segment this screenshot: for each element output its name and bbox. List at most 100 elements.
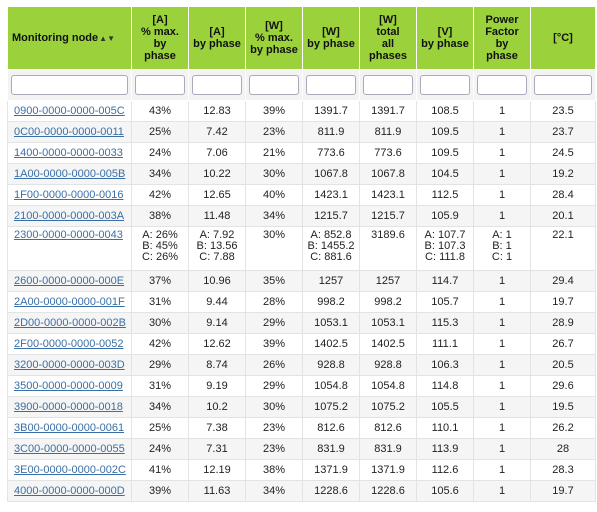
table-row: 2A00-0000-0000-001F 31% 9.44 28% 998.2 998.2 1… bbox=[7, 291, 596, 313]
cell-pf: A: 1 B: 1 C: 1 bbox=[473, 226, 531, 271]
cell-node: 3E00-0000-0000-002C bbox=[7, 459, 132, 481]
cell-node: 2F00-0000-0000-0052 bbox=[7, 333, 132, 355]
cell-w_total: 1402.5 bbox=[359, 333, 417, 355]
cell-w_pct: 21% bbox=[245, 142, 303, 164]
node-link[interactable]: 2300-0000-0000-0043 bbox=[14, 229, 123, 241]
cell-temp: 29.4 bbox=[530, 270, 596, 292]
filter-input-w[interactable] bbox=[306, 75, 356, 95]
cell-node: 2300-0000-0000-0043 bbox=[7, 226, 132, 271]
cell-w: 1257 bbox=[302, 270, 360, 292]
cell-v: 110.1 bbox=[416, 417, 474, 439]
column-header-text: [A] bbox=[152, 14, 168, 26]
phase-value: C: 7.88 bbox=[199, 251, 235, 263]
cell-pf: 1 bbox=[473, 142, 531, 164]
cell-node: 3900-0000-0000-0018 bbox=[7, 396, 132, 418]
cell-w_pct: 23% bbox=[245, 417, 303, 439]
cell-pf: 1 bbox=[473, 312, 531, 334]
node-link[interactable]: 2F00-0000-0000-0052 bbox=[14, 338, 124, 350]
cell-w_total: 928.8 bbox=[359, 354, 417, 376]
node-link[interactable]: 1F00-0000-0000-0016 bbox=[14, 189, 124, 201]
node-link[interactable]: 3B00-0000-0000-0061 bbox=[14, 422, 125, 434]
node-link[interactable]: 2A00-0000-0000-001F bbox=[14, 296, 125, 308]
phase-value: C: 111.8 bbox=[425, 251, 465, 263]
table-row: 2300-0000-0000-0043 A: 26% B: 45% C: 26% A: … bbox=[7, 226, 596, 271]
cell-a_pct: A: 26% B: 45% C: 26% bbox=[131, 226, 189, 271]
cell-a: 10.22 bbox=[188, 163, 246, 185]
node-link[interactable]: 0C00-0000-0000-0011 bbox=[14, 126, 124, 138]
cell-temp: 19.7 bbox=[530, 480, 596, 502]
column-header-text: all bbox=[381, 38, 395, 50]
cell-a: 9.44 bbox=[188, 291, 246, 313]
filter-input-temp[interactable] bbox=[534, 75, 592, 95]
cell-w_total: 831.9 bbox=[359, 438, 417, 460]
phase-value: B: 1455.2 bbox=[307, 240, 355, 252]
cell-a_pct: 42% bbox=[131, 184, 189, 206]
cell-w: 1228.6 bbox=[302, 480, 360, 502]
node-link[interactable]: 2100-0000-0000-003A bbox=[14, 210, 125, 222]
cell-pf: 1 bbox=[473, 438, 531, 460]
filter-input-v[interactable] bbox=[420, 75, 470, 95]
cell-node: 1400-0000-0000-0033 bbox=[7, 142, 132, 164]
node-link[interactable]: 3E00-0000-0000-002C bbox=[14, 464, 126, 476]
cell-temp: 28.9 bbox=[530, 312, 596, 334]
cell-a: 7.31 bbox=[188, 438, 246, 460]
node-link[interactable]: 2600-0000-0000-000E bbox=[14, 275, 125, 287]
table-row: 2600-0000-0000-000E 37% 10.96 35% 1257 1257 11… bbox=[7, 270, 596, 292]
cell-a_pct: 24% bbox=[131, 142, 189, 164]
cell-temp: 20.5 bbox=[530, 354, 596, 376]
node-link[interactable]: 3C00-0000-0000-0055 bbox=[14, 443, 125, 455]
cell-node: 3C00-0000-0000-0055 bbox=[7, 438, 132, 460]
cell-a_pct: 38% bbox=[131, 205, 189, 227]
filter-input-node[interactable] bbox=[11, 75, 128, 95]
filter-input-w_total[interactable] bbox=[363, 75, 413, 95]
cell-a: 11.48 bbox=[188, 205, 246, 227]
column-header-text: Power bbox=[485, 14, 519, 26]
column-header-text: phases bbox=[369, 50, 407, 62]
cell-w_total: 1257 bbox=[359, 270, 417, 292]
node-link[interactable]: 0900-0000-0000-005C bbox=[14, 105, 125, 117]
column-header-text: total bbox=[376, 26, 400, 38]
table-row: 3E00-0000-0000-002C 41% 12.19 38% 1371.9 1371… bbox=[7, 459, 596, 481]
cell-pf: 1 bbox=[473, 396, 531, 418]
cell-w_total: 998.2 bbox=[359, 291, 417, 313]
node-link[interactable]: 3900-0000-0000-0018 bbox=[14, 401, 123, 413]
cell-v: 104.5 bbox=[416, 163, 474, 185]
column-header-node[interactable]: Monitoring node▲▼ bbox=[7, 6, 132, 70]
filter-input-pf[interactable] bbox=[477, 75, 527, 95]
cell-w: 811.9 bbox=[302, 121, 360, 143]
node-link[interactable]: 3500-0000-0000-0009 bbox=[14, 380, 123, 392]
filter-input-w_pct[interactable] bbox=[249, 75, 299, 95]
phase-value: B: 45% bbox=[142, 240, 178, 252]
cell-w_pct: 28% bbox=[245, 291, 303, 313]
cell-v: 109.5 bbox=[416, 121, 474, 143]
table-row: 1F00-0000-0000-0016 42% 12.65 40% 1423.1 1423… bbox=[7, 184, 596, 206]
node-link[interactable]: 1400-0000-0000-0033 bbox=[14, 147, 123, 159]
cell-temp: 20.1 bbox=[530, 205, 596, 227]
cell-w_total: 812.6 bbox=[359, 417, 417, 439]
cell-node: 3500-0000-0000-0009 bbox=[7, 375, 132, 397]
table-body: 0900-0000-0000-005C 43% 12.83 39% 1391.7 1391… bbox=[7, 100, 596, 502]
filter-input-a_pct[interactable] bbox=[135, 75, 185, 95]
filter-input-a[interactable] bbox=[192, 75, 242, 95]
node-link[interactable]: 2D00-0000-0000-002B bbox=[14, 317, 126, 329]
filter-cell bbox=[530, 69, 596, 101]
table-row: 3B00-0000-0000-0061 25% 7.38 23% 812.6 812.6 1… bbox=[7, 417, 596, 439]
column-header-text: phase bbox=[486, 50, 518, 62]
node-link[interactable]: 3200-0000-0000-003D bbox=[14, 359, 125, 371]
sort-arrows-icon[interactable]: ▲▼ bbox=[99, 33, 115, 43]
cell-w_total: 773.6 bbox=[359, 142, 417, 164]
cell-w_pct: 29% bbox=[245, 375, 303, 397]
column-header-text: phase bbox=[144, 50, 176, 62]
column-header-text: % max. bbox=[255, 32, 293, 44]
cell-v: 112.6 bbox=[416, 459, 474, 481]
cell-a: 9.19 bbox=[188, 375, 246, 397]
cell-v: A: 107.7 B: 107.3 C: 111.8 bbox=[416, 226, 474, 271]
cell-a_pct: 43% bbox=[131, 100, 189, 122]
cell-w: 831.9 bbox=[302, 438, 360, 460]
node-link[interactable]: 4000-0000-0000-000D bbox=[14, 485, 125, 497]
cell-w: 1054.8 bbox=[302, 375, 360, 397]
cell-pf: 1 bbox=[473, 270, 531, 292]
cell-pf: 1 bbox=[473, 354, 531, 376]
node-link[interactable]: 1A00-0000-0000-005B bbox=[14, 168, 126, 180]
filter-cell bbox=[131, 69, 189, 101]
